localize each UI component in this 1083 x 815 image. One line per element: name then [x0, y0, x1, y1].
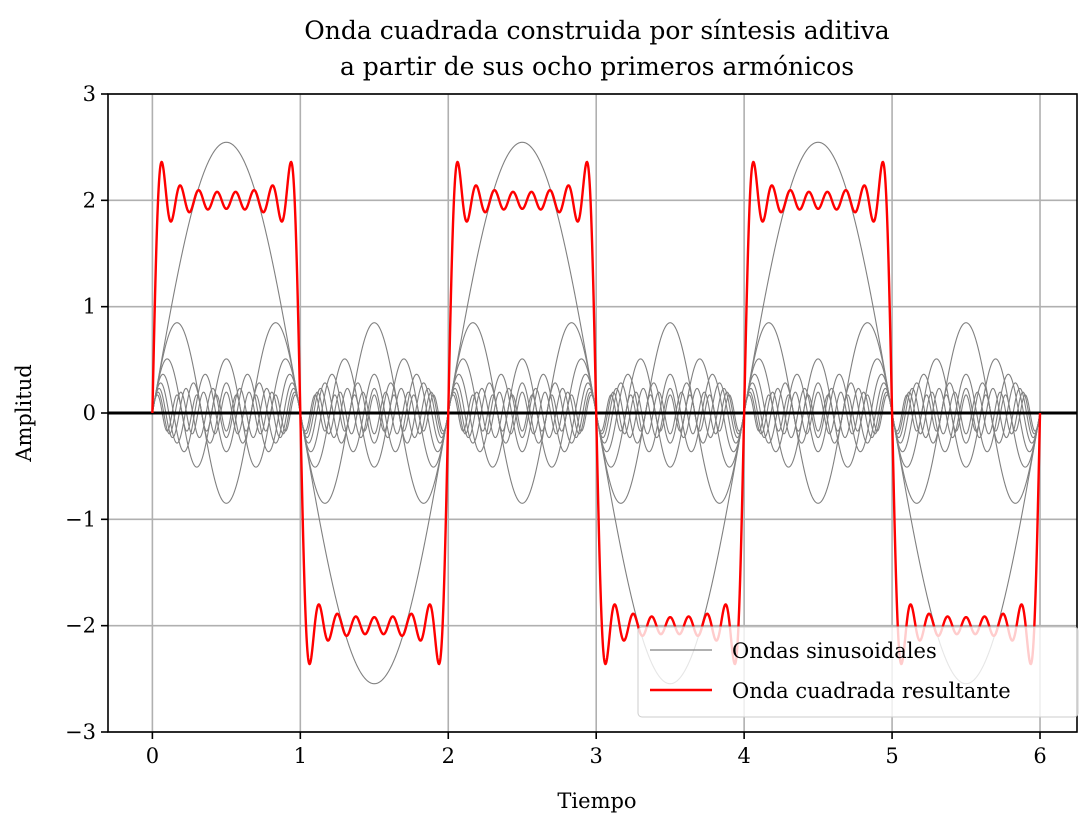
y-axis-label: Amplitud: [12, 364, 36, 462]
legend-box: [637, 626, 1079, 718]
y-tick-label: −3: [65, 720, 96, 744]
x-tick-label: 5: [885, 744, 898, 768]
legend-label-sines: Ondas sinusoidales: [732, 639, 937, 663]
chart-title-line-2: a partir de sus ocho primeros armónicos: [340, 52, 854, 81]
legend: Ondas sinusoidales Onda cuadrada resulta…: [637, 626, 1079, 718]
legend-label-square: Onda cuadrada resultante: [732, 679, 1011, 703]
square-wave: [151, 160, 1042, 666]
y-tick-label: −2: [65, 614, 96, 638]
square-wave-line: [151, 160, 1042, 666]
x-tick-label: 4: [737, 744, 750, 768]
y-tick-label: 2: [83, 188, 96, 212]
x-tick-label: 2: [442, 744, 455, 768]
y-tick-label: 0: [83, 401, 96, 425]
x-axis-label: Tiempo: [557, 789, 636, 813]
x-tick-label: 3: [590, 744, 603, 768]
y-tick-label: −1: [65, 507, 96, 531]
ticks: 0 1 2 3 4 5 6 −3 −2 −1 0 1 2 3: [65, 82, 1047, 768]
chart-title-line-1: Onda cuadrada construida por síntesis ad…: [304, 16, 889, 45]
y-tick-label: 1: [83, 295, 96, 319]
x-tick-label: 6: [1033, 744, 1046, 768]
x-tick-label: 0: [146, 744, 159, 768]
y-tick-label: 3: [83, 82, 96, 106]
x-tick-label: 1: [294, 744, 307, 768]
